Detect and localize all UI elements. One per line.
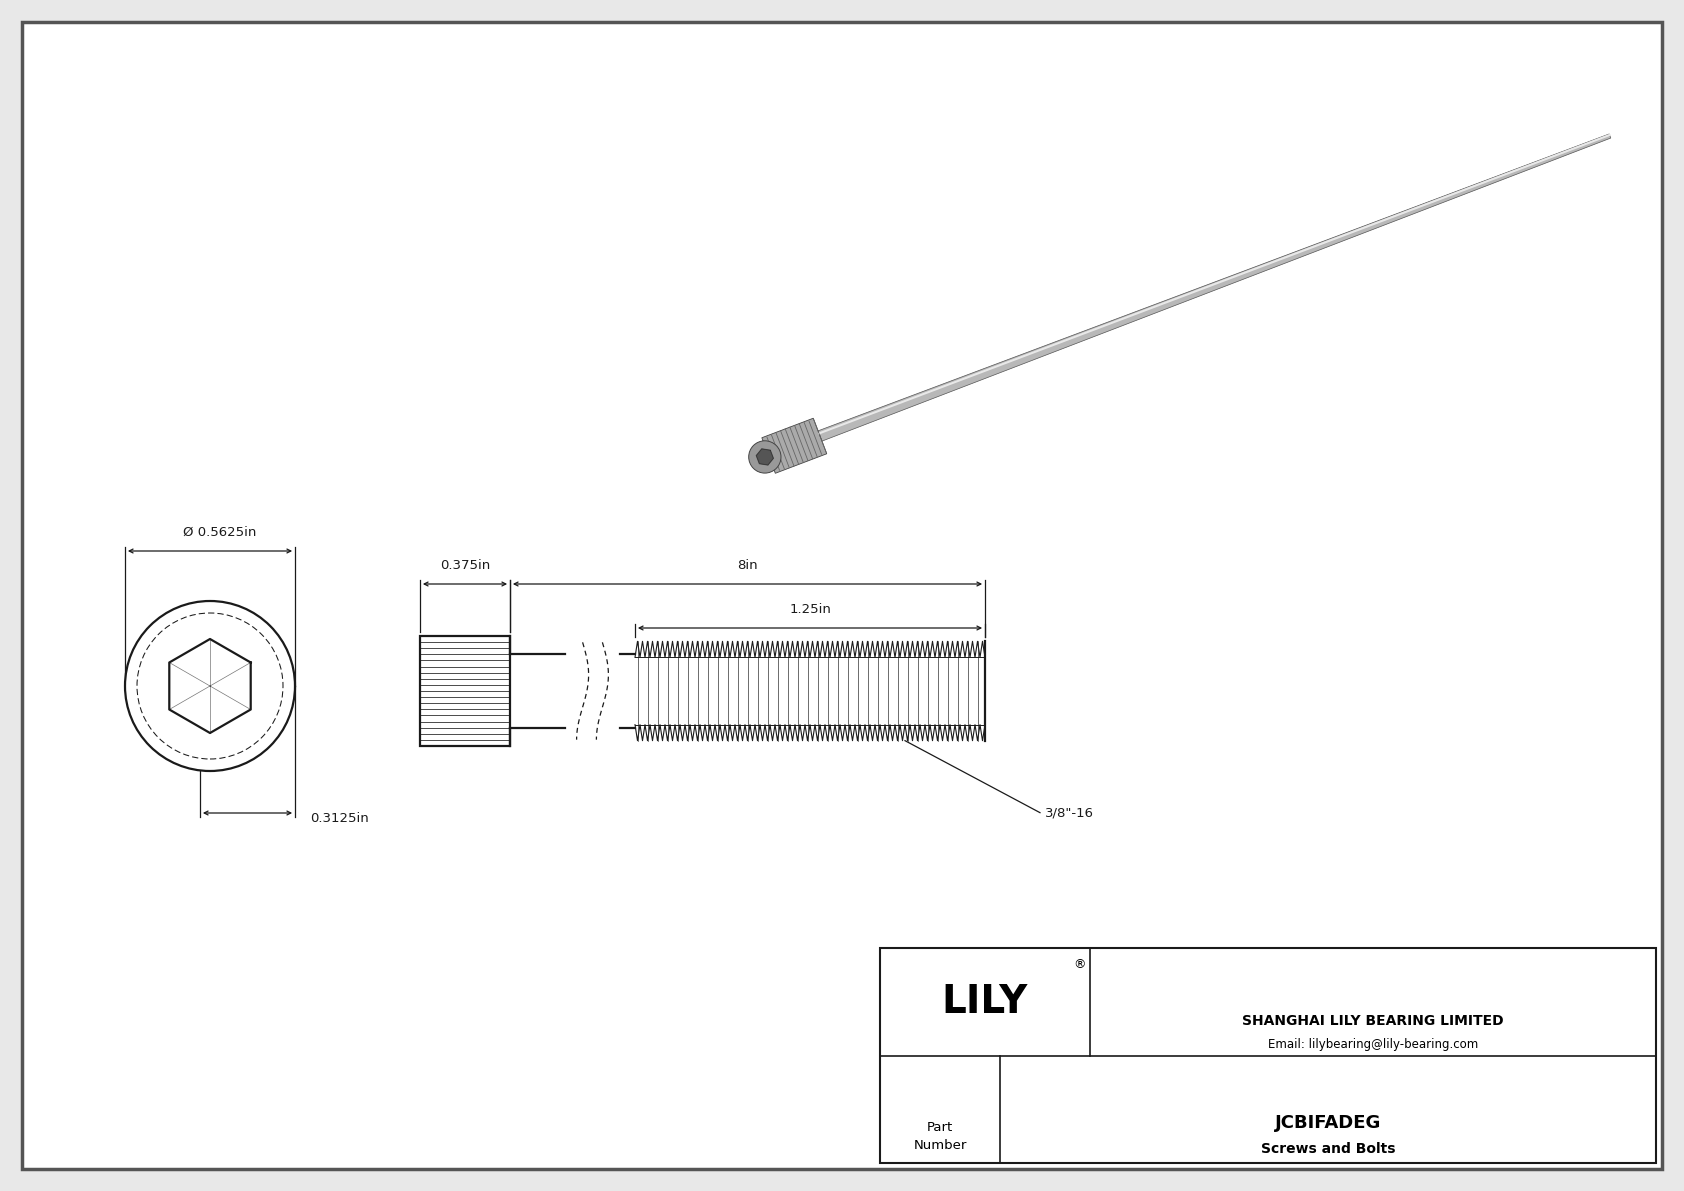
Text: ®: ® <box>1073 959 1086 972</box>
Text: Part
Number: Part Number <box>913 1121 967 1152</box>
Bar <box>881 948 1655 1162</box>
Text: Ø 0.5625in: Ø 0.5625in <box>184 526 256 540</box>
Bar <box>419 636 510 746</box>
Text: Email: lilybearing@lily-bearing.com: Email: lilybearing@lily-bearing.com <box>1268 1039 1479 1052</box>
Text: JCBIFADEG: JCBIFADEG <box>1275 1115 1381 1133</box>
Polygon shape <box>818 133 1612 441</box>
Circle shape <box>749 441 781 473</box>
Text: 8in: 8in <box>738 559 758 572</box>
Text: 1.25in: 1.25in <box>790 603 830 616</box>
Text: 3/8"-16: 3/8"-16 <box>1046 806 1095 819</box>
Text: 0.3125in: 0.3125in <box>310 811 369 824</box>
Polygon shape <box>756 449 773 464</box>
Circle shape <box>125 601 295 771</box>
Text: SHANGHAI LILY BEARING LIMITED: SHANGHAI LILY BEARING LIMITED <box>1241 1014 1504 1028</box>
Text: LILY: LILY <box>941 983 1027 1021</box>
Text: Screws and Bolts: Screws and Bolts <box>1261 1142 1396 1156</box>
Text: 0.375in: 0.375in <box>440 559 490 572</box>
Circle shape <box>136 613 283 759</box>
Polygon shape <box>761 418 827 473</box>
